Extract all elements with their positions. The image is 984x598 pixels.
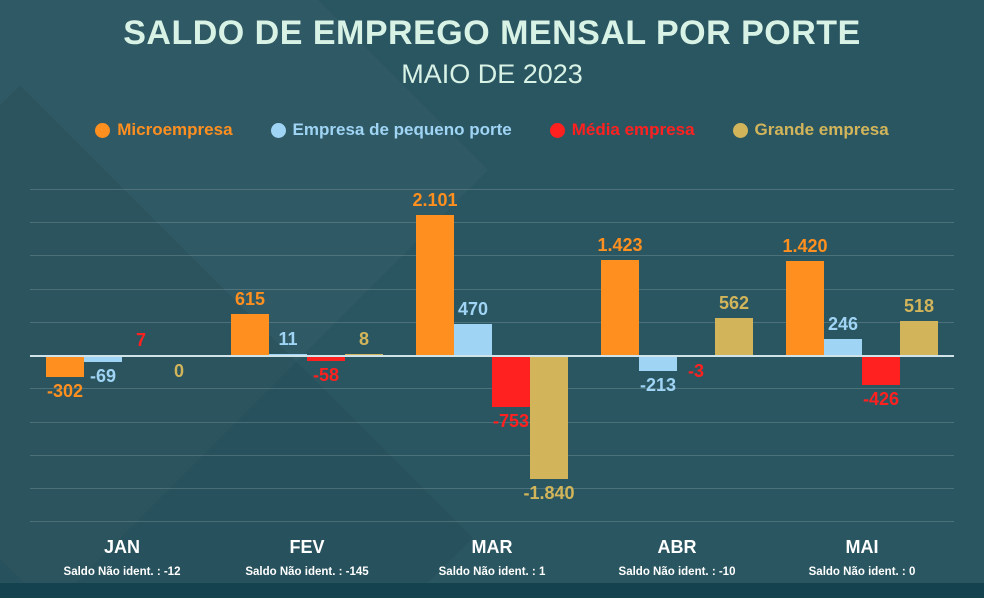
bar-value-label: 8 — [358, 329, 370, 349]
gridline — [30, 488, 954, 489]
page-subtitle: MAIO DE 2023 — [401, 59, 583, 89]
gridline — [30, 422, 954, 423]
bar — [530, 357, 568, 479]
legend-item: Microempresa — [95, 120, 233, 140]
bar — [900, 321, 938, 355]
page-title: SALDO DE EMPREGO MENSAL POR PORTE — [123, 14, 861, 52]
gridline — [30, 255, 954, 256]
bottom-strip — [0, 583, 984, 598]
bar-value-label: 518 — [903, 296, 935, 316]
bar-value-label: 1.420 — [782, 236, 828, 256]
bar — [269, 354, 307, 355]
bar — [231, 314, 269, 355]
bar-value-label: 615 — [234, 289, 266, 309]
month-label: JAN — [103, 537, 141, 557]
bar-value-label: -302 — [46, 381, 84, 401]
bar-value-label: -213 — [639, 375, 677, 395]
saldo-nao-ident-footnote: Saldo Não ident. : -145 — [245, 566, 369, 578]
zero-axis-line — [30, 355, 954, 357]
legend-dot-icon — [95, 122, 111, 138]
legend-item: Empresa de pequeno porte — [270, 120, 512, 140]
bar — [492, 357, 530, 407]
bar — [601, 260, 639, 355]
bar-value-label: 7 — [135, 330, 147, 350]
legend-label: Grande empresa — [754, 120, 889, 139]
bar — [416, 215, 454, 355]
gridline — [30, 289, 954, 290]
bar-value-label: 11 — [278, 329, 298, 349]
month-label: FEV — [289, 537, 325, 557]
bar — [307, 357, 345, 361]
gridline — [30, 455, 954, 456]
legend-dot-icon — [732, 122, 748, 138]
bar — [715, 318, 753, 355]
bar — [84, 357, 122, 362]
legend-label: Empresa de pequeno porte — [292, 120, 512, 139]
bar-value-label: 2.101 — [412, 190, 458, 210]
legend-dot-icon — [549, 122, 565, 138]
bar-value-label: -753 — [492, 411, 530, 431]
saldo-nao-ident-footnote: Saldo Não ident. : -12 — [63, 566, 181, 578]
bar — [862, 357, 900, 385]
bar — [46, 357, 84, 377]
bar-value-label: 246 — [827, 314, 859, 334]
gridline — [30, 322, 954, 323]
bar-value-label: -58 — [312, 365, 340, 385]
bar — [786, 261, 824, 355]
legend-label: Média empresa — [571, 120, 695, 139]
bar — [824, 339, 862, 355]
bar-value-label: -1.840 — [523, 483, 575, 503]
gridline — [30, 222, 954, 223]
bar-value-label: 0 — [173, 361, 185, 381]
chart-legend: Microempresa Empresa de pequeno porte Médi… — [0, 120, 984, 140]
month-label: MAR — [471, 537, 513, 557]
month-label: ABR — [657, 537, 697, 557]
bar-value-label: 562 — [718, 293, 750, 313]
saldo-nao-ident-footnote: Saldo Não ident. : -10 — [618, 566, 736, 578]
legend-label: Microempresa — [117, 120, 233, 139]
legend-dot-icon — [270, 122, 286, 138]
bar-value-label: 470 — [457, 299, 489, 319]
month-label: MAI — [845, 537, 879, 557]
chart-header: SALDO DE EMPREGO MENSAL POR PORTE MAIO D… — [0, 14, 984, 90]
legend-item: Grande empresa — [732, 120, 889, 140]
legend-item: Média empresa — [549, 120, 695, 140]
bar — [345, 354, 383, 355]
gridline — [30, 521, 954, 522]
bar-value-label: -426 — [862, 389, 900, 409]
gridline — [30, 189, 954, 190]
bar — [454, 324, 492, 355]
bar-value-label: 1.423 — [597, 235, 643, 255]
saldo-nao-ident-footnote: Saldo Não ident. : 0 — [808, 566, 916, 578]
bar-value-label: -69 — [89, 366, 117, 386]
bar — [639, 357, 677, 371]
bar-value-label: -3 — [687, 361, 705, 381]
saldo-nao-ident-footnote: Saldo Não ident. : 1 — [438, 566, 546, 578]
